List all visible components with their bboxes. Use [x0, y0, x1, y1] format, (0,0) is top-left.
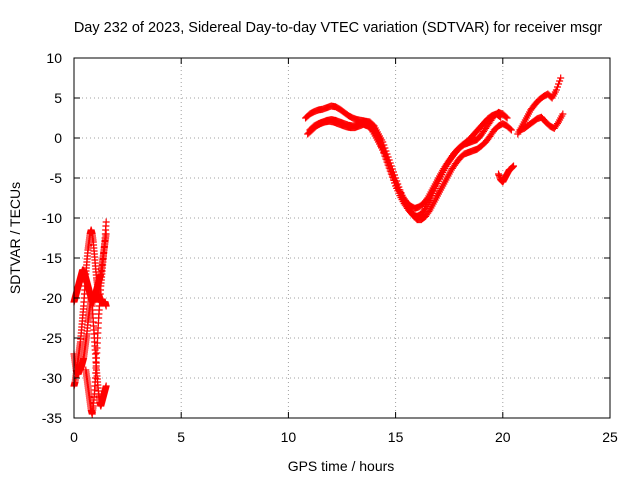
data-point [510, 162, 518, 170]
data-point [507, 126, 515, 134]
series-segment-1d [82, 218, 110, 418]
x-tick-label: 10 [281, 429, 297, 445]
series-segment-1c [70, 294, 110, 410]
x-tick-label: 25 [602, 429, 618, 445]
data-point [385, 162, 393, 170]
series-segment-2c [304, 110, 505, 212]
grid-layer [74, 58, 610, 418]
y-tick-label: -30 [42, 370, 62, 386]
data-point [559, 110, 567, 118]
x-tick-label: 0 [70, 429, 78, 445]
data-point [383, 156, 391, 164]
data-point [555, 80, 563, 88]
data-point [388, 171, 396, 179]
y-tick-label: -5 [50, 170, 63, 186]
x-tick-label: 20 [495, 429, 511, 445]
data-point [557, 74, 565, 82]
series-segment-3a [495, 162, 518, 186]
data-point [553, 120, 561, 128]
y-tick-label: -20 [42, 290, 62, 306]
data-point [102, 382, 110, 390]
series-segment-4b [516, 110, 567, 134]
data-point [496, 112, 504, 120]
data-point [387, 168, 395, 176]
data-point [102, 302, 110, 310]
y-tick-label: 0 [54, 130, 62, 146]
x-tick-label: 15 [388, 429, 404, 445]
data-point [552, 86, 560, 94]
data-point [506, 125, 514, 133]
y-tick-label: -25 [42, 330, 62, 346]
data-point [102, 218, 110, 226]
data-point [553, 83, 561, 91]
y-tick-label: 5 [54, 90, 62, 106]
x-tick-label: 5 [177, 429, 185, 445]
y-axis-label: SDTVAR / TECUs [7, 182, 23, 294]
y-tick-label: -15 [42, 250, 62, 266]
data-point [382, 153, 390, 161]
data-point [497, 113, 505, 121]
y-tick-label: -10 [42, 210, 62, 226]
axis-ticks-layer: 0 5 10 15 20 25 -35 -30 -25 -20 -15 -10 -5 0 5 10 [42, 50, 618, 445]
data-points-layer [70, 74, 567, 418]
data-point [503, 114, 511, 122]
y-tick-label: 10 [46, 50, 62, 66]
chart-title: Day 232 of 2023, Sidereal Day-to-day VTE… [74, 20, 603, 36]
data-point [386, 165, 394, 173]
data-point [381, 150, 389, 158]
y-tick-label: -35 [42, 410, 62, 426]
plot-frame [73, 57, 611, 419]
x-axis-label: GPS time / hours [288, 458, 395, 474]
data-point [384, 159, 392, 167]
data-point [556, 77, 564, 85]
